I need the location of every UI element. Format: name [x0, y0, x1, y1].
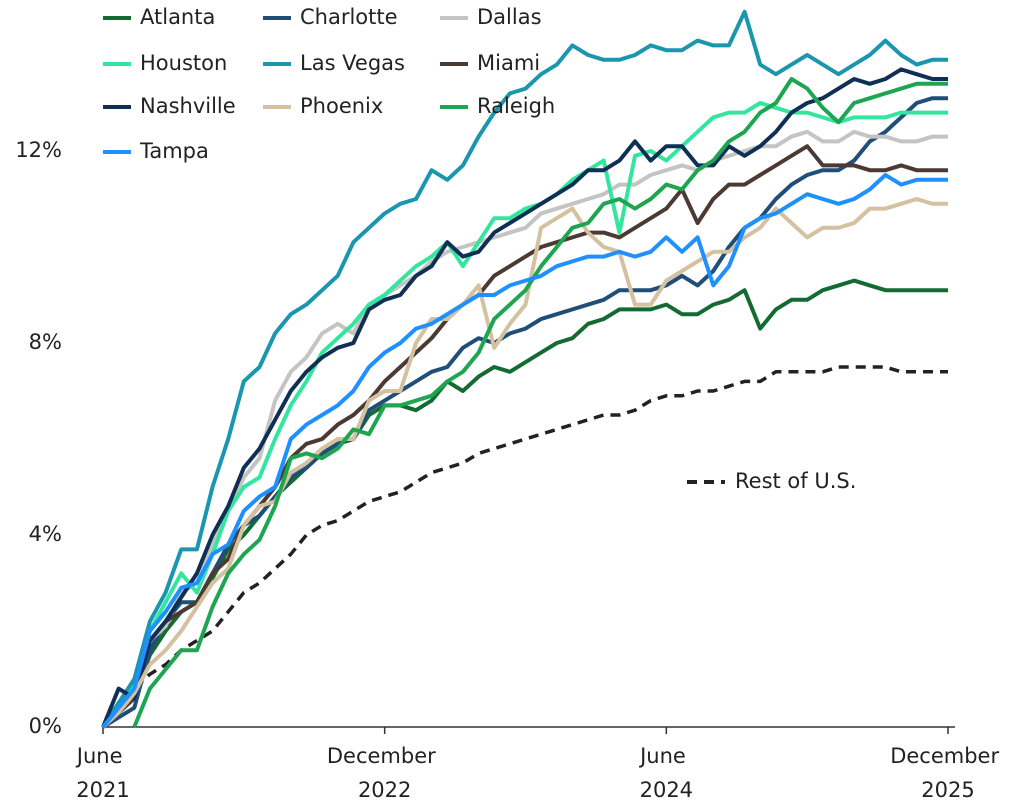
legend-item: Miami: [440, 51, 540, 75]
y-tick-label: 8%: [29, 330, 62, 354]
legend-item: Las Vegas: [263, 51, 405, 75]
legend-item: Phoenix: [263, 94, 383, 118]
series-line: [101, 173, 948, 729]
series-line: [101, 9, 948, 729]
legend-item: Charlotte: [263, 5, 398, 29]
y-tick-label: 4%: [29, 522, 62, 546]
x-tick-label: December 2022: [327, 744, 443, 802]
legend-label: Miami: [477, 51, 540, 75]
legend-item: Dallas: [440, 5, 542, 29]
y-tick-label: 12%: [15, 138, 62, 162]
legend-item: Tampa: [103, 139, 209, 163]
legend-label: Raleigh: [477, 94, 555, 118]
legend-label: Dallas: [477, 5, 542, 29]
series-line: [101, 365, 948, 729]
legend-label: Tampa: [139, 139, 209, 163]
legend-label: Houston: [140, 51, 227, 75]
legend-item: Atlanta: [103, 5, 215, 29]
legend-label: Rest of U.S.: [735, 469, 856, 493]
x-tick-label: December 2025: [890, 744, 1006, 802]
legend-item: Raleigh: [440, 94, 555, 118]
series-line: [101, 278, 948, 729]
legend-item: Rest of U.S.: [687, 469, 856, 493]
series-line: [101, 67, 948, 728]
legend-label: Phoenix: [300, 94, 383, 118]
series-line: [101, 197, 948, 729]
series-line: [101, 96, 948, 729]
series-line: [101, 101, 948, 729]
legend-label: Nashville: [140, 94, 236, 118]
legend-label: Las Vegas: [300, 51, 405, 75]
legend-item: Houston: [103, 51, 227, 75]
x-tick-label: June 2024: [638, 744, 693, 802]
legend-label: Charlotte: [300, 5, 398, 29]
x-tick-label: June 2021: [75, 744, 130, 802]
y-tick-label: 0%: [29, 714, 62, 738]
series-line: [132, 77, 948, 728]
series-line: [101, 129, 948, 729]
legend-item: Nashville: [103, 94, 236, 118]
legend-label: Atlanta: [140, 5, 215, 29]
